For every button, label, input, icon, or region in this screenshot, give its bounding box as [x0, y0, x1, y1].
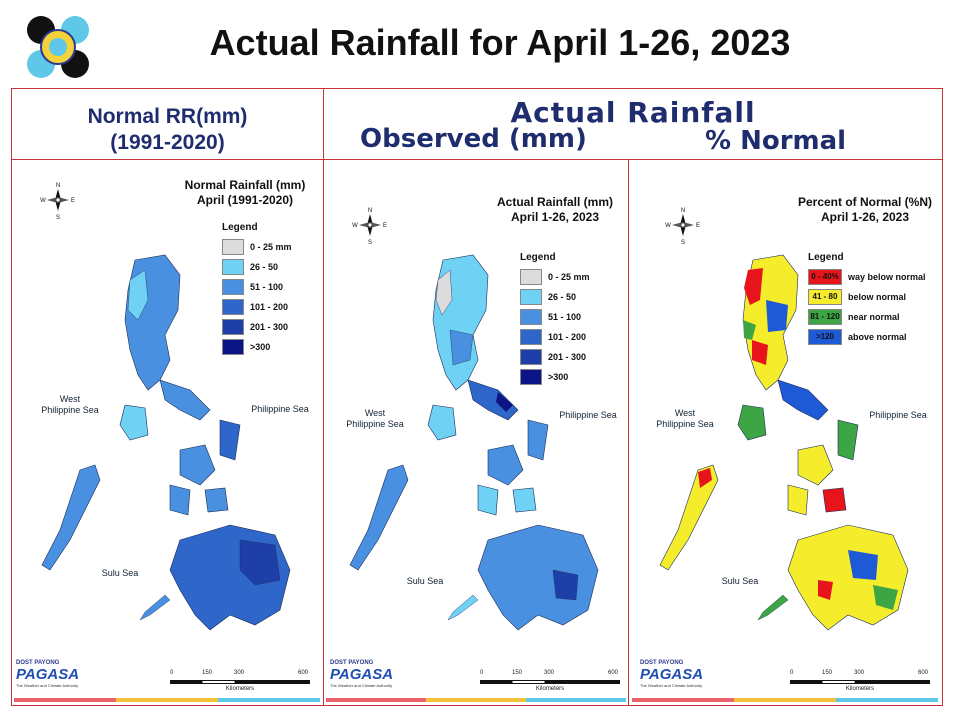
sea-label-philippine: Philippine Sea: [559, 410, 617, 420]
svg-text:W: W: [352, 223, 358, 229]
legend-item: >300: [520, 367, 590, 387]
svg-text:E: E: [71, 198, 75, 204]
scale-bar: 0 150 300 600 Kilometers: [480, 670, 620, 692]
normal-map-legend: Legend 0 - 25 mm 26 - 50 51 - 100 101 - …: [222, 222, 292, 357]
legend-item: >300: [222, 337, 292, 357]
legend-item: 26 - 50: [222, 257, 292, 277]
observed-label: Observed (mm): [360, 124, 587, 154]
normal-map-title: Normal Rainfall (mm) April (1991-2020): [184, 178, 306, 207]
svg-text:S: S: [368, 240, 372, 245]
actual-map-legend: Legend 0 - 25 mm 26 - 50 51 - 100 101 - …: [520, 252, 590, 387]
normal-rainfall-map: [41, 254, 291, 631]
svg-text:N: N: [368, 208, 372, 214]
legend-item: 81 - 120 near normal: [808, 307, 926, 327]
dost-pagasa-logo: [27, 16, 89, 78]
actual-rainfall-heading: Actual Rainfall: [510, 96, 756, 129]
color-strip: [14, 698, 320, 702]
page-title: Actual Rainfall for April 1-26, 2023: [209, 22, 791, 63]
svg-text:E: E: [696, 223, 700, 229]
legend-item: 0 - 25 mm: [222, 237, 292, 257]
svg-text:N: N: [56, 183, 60, 189]
legend-item: 26 - 50: [520, 287, 590, 307]
sea-label-sulu: Sulu Sea: [406, 576, 444, 586]
color-strip: [326, 698, 626, 702]
percent-map-title: Percent of Normal (%N) April 1-26, 2023: [797, 195, 933, 224]
panel-percent-map: [628, 159, 943, 706]
color-strip: [632, 698, 938, 702]
svg-text:W: W: [40, 198, 46, 204]
scale-bar: 0 150 300 600 Kilometers: [170, 670, 310, 692]
legend-item: 201 - 300: [520, 347, 590, 367]
svg-text:W: W: [665, 223, 671, 229]
sea-label-philippine: Philippine Sea: [869, 410, 927, 420]
actual-rainfall-map: [349, 254, 599, 631]
sea-label-west: West Philippine Sea: [656, 408, 714, 429]
actual-map-title: Actual Rainfall (mm) April 1-26, 2023: [496, 195, 613, 224]
sea-label-sulu: Sulu Sea: [721, 576, 759, 586]
sea-label-sulu: Sulu Sea: [101, 568, 139, 578]
pagasa-logo: DOST PAYONG PAGASA The Weather and Clima…: [330, 660, 394, 688]
normal-rr-label: Normal RR(mm) (1991-2020): [87, 105, 248, 154]
legend-item: >120 above normal: [808, 327, 926, 347]
svg-text:N: N: [681, 208, 685, 214]
svg-text:S: S: [681, 240, 685, 245]
legend-item: 51 - 100: [520, 307, 590, 327]
sea-label-west: West Philippine Sea: [346, 408, 404, 429]
svg-text:S: S: [56, 215, 60, 220]
legend-item: 101 - 200: [520, 327, 590, 347]
compass-rose-icon: N W E S: [352, 208, 387, 245]
sea-label-philippine: Philippine Sea: [251, 404, 309, 414]
legend-item: 201 - 300: [222, 317, 292, 337]
legend-item: 51 - 100: [222, 277, 292, 297]
scale-bar: 0 150 300 600 Kilometers: [790, 670, 930, 692]
legend-item: 0 - 25 mm: [520, 267, 590, 287]
legend-item: 0 - 40% way below normal: [808, 267, 926, 287]
pagasa-logo: DOST PAYONG PAGASA The Weather and Clima…: [640, 660, 704, 688]
percent-normal-label: % Normal: [705, 126, 847, 156]
compass-rose-icon: N W E S: [665, 208, 700, 245]
legend-item: 41 - 80 below normal: [808, 287, 926, 307]
percent-map-legend: Legend 0 - 40% way below normal 41 - 80 be…: [808, 252, 926, 347]
percent-normal-map: [659, 254, 909, 631]
legend-item: 101 - 200: [222, 297, 292, 317]
pagasa-logo: DOST PAYONG PAGASA The Weather and Clima…: [16, 660, 80, 688]
svg-text:E: E: [383, 223, 387, 229]
compass-rose-icon: N W E S: [40, 183, 75, 220]
sea-label-west: West Philippine Sea: [41, 394, 99, 415]
